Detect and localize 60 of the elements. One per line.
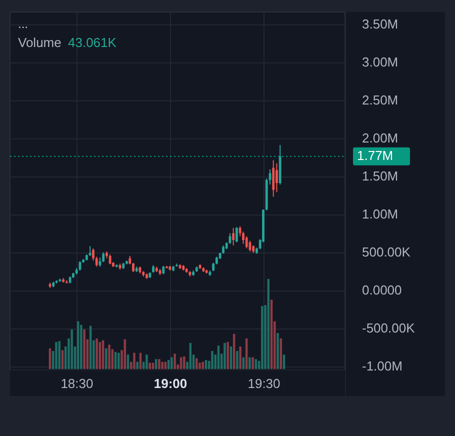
bar xyxy=(252,357,254,369)
bar xyxy=(239,346,242,369)
y-tick-label: -500.00K xyxy=(362,320,416,336)
y-tick-label: 3.50M xyxy=(362,16,398,32)
bar xyxy=(217,346,220,369)
text: ... xyxy=(18,17,28,31)
candlestick xyxy=(108,254,112,265)
bar xyxy=(108,344,110,369)
bar xyxy=(70,329,73,369)
y-tick-label: -1.00M xyxy=(362,358,402,374)
y-tick-label: 2.50M xyxy=(362,92,398,108)
y-tick-label: 1.00M xyxy=(362,206,398,222)
bar xyxy=(236,351,238,369)
bar xyxy=(174,354,176,369)
bar xyxy=(170,357,173,369)
bar xyxy=(118,352,120,369)
bar xyxy=(282,354,286,369)
bar xyxy=(126,354,130,369)
bar xyxy=(146,354,148,369)
bar xyxy=(58,341,60,369)
bar xyxy=(154,359,158,369)
bar xyxy=(261,306,264,369)
bar xyxy=(105,348,108,369)
candlestick xyxy=(236,226,238,243)
y-tick-label: 500.00K xyxy=(362,244,411,260)
x-tick-label: 19:30 xyxy=(248,376,280,391)
bar xyxy=(161,362,164,369)
bar xyxy=(80,324,82,369)
ref-line-label: 1.77M xyxy=(357,148,394,163)
bar xyxy=(136,362,138,369)
bar xyxy=(248,357,251,369)
candlestick xyxy=(232,227,235,246)
bar xyxy=(254,359,258,369)
y-tick-label: 2.00M xyxy=(362,130,398,146)
candlestick xyxy=(245,236,248,249)
y-tick-label: 1.50M xyxy=(362,168,398,184)
y-tick-label: 0.0000 xyxy=(362,282,402,298)
bar xyxy=(158,359,160,369)
candlestick xyxy=(276,162,278,193)
bar xyxy=(211,351,214,369)
x-tick-label: 18:30 xyxy=(60,376,94,391)
bar xyxy=(196,358,198,369)
bar xyxy=(276,333,279,369)
bar xyxy=(102,340,104,369)
bar xyxy=(96,338,98,369)
annotation: 43.061K xyxy=(68,35,117,50)
bar xyxy=(152,362,154,369)
chart-title: Volume xyxy=(18,35,62,50)
bar xyxy=(226,342,229,369)
bar xyxy=(224,342,226,369)
bar xyxy=(183,356,186,369)
bar xyxy=(133,352,136,369)
candlestick xyxy=(102,252,105,263)
y-tick-label: 3.00M xyxy=(362,54,398,70)
bar xyxy=(148,362,151,369)
bar xyxy=(83,329,86,369)
x-tick-label: 19:00 xyxy=(154,376,188,391)
bar xyxy=(55,342,58,369)
candlestick xyxy=(88,246,92,256)
candlestick xyxy=(272,160,275,198)
